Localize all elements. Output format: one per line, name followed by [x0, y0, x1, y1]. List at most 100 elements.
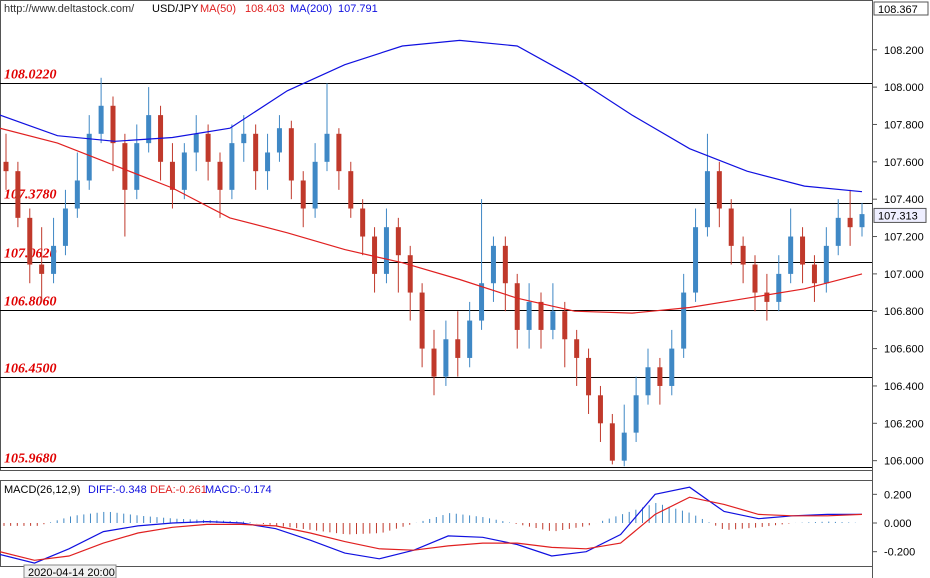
candle-body	[431, 348, 437, 377]
candle-body	[657, 367, 663, 386]
candle-body	[835, 217, 841, 246]
candle-body	[15, 171, 21, 218]
candle-body	[752, 264, 758, 293]
candle-body	[419, 292, 425, 349]
candle-body	[134, 143, 140, 190]
candle-body	[538, 301, 544, 330]
top-value-box	[873, 1, 929, 16]
current-price-label: 107.313	[878, 210, 918, 222]
candle-body	[241, 133, 247, 144]
candle-body	[276, 128, 282, 153]
candle-body	[193, 133, 199, 153]
candle-body	[51, 245, 57, 274]
macd-dea: DEA:-0.261	[150, 484, 207, 496]
candle-body	[502, 245, 508, 284]
macd-dea-line	[0, 496, 863, 561]
candle-body	[229, 143, 235, 190]
axis-layer: 108.200 108.000 107.800 107.600 107.400 107.2…	[872, 1, 929, 559]
candle-body	[800, 236, 806, 265]
candle-body	[122, 143, 128, 190]
price-tick-label: 107.200	[884, 232, 924, 244]
timestamp-label: 2020-04-14 20:00	[28, 567, 115, 578]
macd-tick-label: 0.000	[884, 518, 912, 530]
candle-body	[383, 227, 389, 274]
level-label: 105.9680	[4, 452, 57, 467]
candle-body	[407, 255, 413, 293]
ma50-label: MA(50)	[200, 3, 236, 15]
ma200-value: 107.791	[338, 3, 378, 15]
top-value-label: 108.367	[878, 4, 918, 16]
candle-body	[681, 292, 687, 349]
candle-body	[490, 245, 496, 284]
candle-body	[550, 311, 556, 330]
candle-body	[574, 339, 580, 358]
candle-body	[217, 161, 223, 190]
candle-body	[811, 264, 817, 284]
chart-header: http://www.deltastock.com/ USD/JPY MA(50…	[4, 3, 378, 496]
candle-body	[169, 161, 175, 190]
candle-body	[728, 208, 734, 246]
macd-layer	[0, 486, 863, 564]
candle-body	[467, 320, 473, 358]
macd-tick-label: -0.200	[884, 547, 915, 559]
ma200-label: MA(200)	[290, 3, 332, 15]
ma200-line	[0, 39, 863, 193]
candle-body	[823, 245, 829, 284]
price-panel-frame	[0, 0, 873, 471]
candle-body	[621, 432, 627, 461]
price-tick-label: 107.000	[884, 269, 924, 281]
candle-body	[693, 227, 699, 293]
candle-body	[98, 105, 104, 134]
candle-body	[716, 171, 722, 209]
candle-body	[764, 292, 770, 302]
candle-body	[526, 301, 532, 330]
candle-body	[372, 236, 378, 274]
candle-body	[859, 214, 865, 228]
price-tick-label: 106.600	[884, 344, 924, 356]
price-tick-label: 107.600	[884, 157, 924, 169]
candle-body	[288, 128, 294, 181]
candle-body	[479, 283, 485, 321]
candle-body	[395, 227, 401, 256]
level-label: 106.4500	[4, 362, 57, 377]
candle-body	[146, 115, 152, 144]
candle-body	[455, 339, 461, 358]
candle-body	[645, 367, 651, 396]
ma50-line	[0, 127, 863, 314]
candle-body	[847, 217, 853, 228]
candle-body	[788, 236, 794, 274]
ma-layer	[0, 39, 863, 314]
macd-value: MACD:-0.174	[205, 484, 272, 496]
candle-body	[740, 245, 746, 265]
price-tick-label: 106.000	[884, 456, 924, 468]
price-tick-label: 106.800	[884, 306, 924, 318]
level-label: 106.8060	[4, 295, 57, 310]
candle-body	[562, 311, 568, 340]
source-url: http://www.deltastock.com/	[4, 3, 135, 15]
price-tick-label: 107.800	[884, 119, 924, 131]
candle-body	[597, 395, 603, 424]
price-tick-label: 106.200	[884, 418, 924, 430]
macd-diff-line	[0, 486, 862, 564]
ma50-value: 108.403	[245, 3, 285, 15]
candle-body	[3, 161, 9, 172]
candle-body	[360, 208, 366, 237]
level-label: 107.3780	[4, 188, 57, 203]
candle-body	[336, 133, 342, 172]
candle-body	[312, 161, 318, 209]
candle-body	[181, 152, 187, 190]
candle-body	[205, 133, 211, 162]
candle-body	[86, 133, 92, 181]
level-label: 108.0220	[4, 68, 57, 83]
price-tick-label: 106.400	[884, 381, 924, 393]
candle-body	[776, 273, 782, 302]
candle-body	[74, 180, 80, 209]
candle-body	[669, 348, 675, 386]
macd-title: MACD(26,12,9)	[4, 484, 80, 496]
macd-tick-label: 0.200	[884, 489, 912, 501]
candle-body	[586, 357, 592, 396]
candles-layer	[3, 77, 865, 467]
candle-body	[110, 105, 116, 144]
candle-body	[62, 208, 68, 246]
